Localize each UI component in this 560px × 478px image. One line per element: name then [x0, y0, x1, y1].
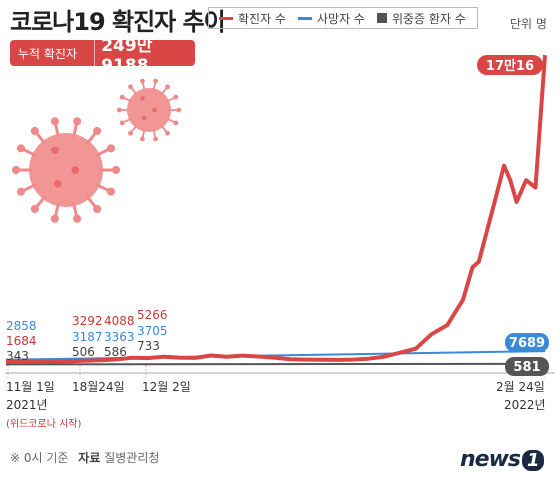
- legend-confirmed: 확진자 수: [219, 10, 286, 27]
- x-tick-label-4: 2월 24일: [496, 380, 545, 394]
- legend: 확진자 수 사망자 수 위중증 환자 수: [208, 7, 478, 29]
- virus-body: [29, 133, 103, 207]
- virus-spike-tip: [50, 117, 59, 126]
- x-tick-label-1: 11월 1일: [6, 380, 55, 394]
- label-deaths-2: 3187: [72, 330, 103, 344]
- virus-spot: [141, 115, 147, 121]
- label-confirmed-2: 3292: [72, 314, 103, 328]
- end-label-confirmed: 17만16: [486, 58, 534, 74]
- end-label-deaths: 7689: [509, 336, 545, 351]
- series-line-deaths: [5, 350, 546, 361]
- label-severe-3: 586: [104, 345, 127, 359]
- virus-spot: [140, 95, 145, 101]
- virus-spike-tip: [106, 187, 116, 196]
- virus-spot: [71, 166, 79, 175]
- logo-text: news: [460, 447, 521, 472]
- legend-severe: 위중증 환자 수: [376, 10, 466, 27]
- label-severe-2: 506: [72, 345, 95, 359]
- virus-spike-tip: [139, 136, 145, 142]
- legend-confirmed-label: 확진자 수: [238, 11, 286, 26]
- virus-spike-tip: [116, 107, 122, 113]
- virus-spike-tip: [165, 84, 170, 90]
- virus-spike-tip: [73, 214, 82, 223]
- x-year-label-2022: 2022년: [504, 398, 546, 412]
- footer-source: 질병관리청: [104, 451, 160, 465]
- label-confirmed-1: 1684: [6, 334, 37, 348]
- label-severe-4: 733: [137, 339, 160, 353]
- virus-spike-tip: [93, 204, 102, 214]
- legend-severe-swatch: [376, 13, 387, 23]
- end-badge-severe: [505, 357, 549, 376]
- virus-spike-tip: [128, 130, 133, 136]
- virus-spike-tip: [173, 120, 179, 126]
- label-deaths-1: 2858: [6, 319, 37, 333]
- tick-lines: [7, 365, 546, 378]
- virus-body: [127, 88, 171, 132]
- x-year-label-2021: 2021년: [6, 398, 48, 412]
- virus-spike-tip: [176, 107, 182, 113]
- x-tick-label-3: 12월 2일: [142, 380, 191, 394]
- end-badge-deaths: [505, 333, 549, 352]
- footer-source-label: 자료: [78, 451, 101, 465]
- legend-deaths-swatch: [297, 16, 312, 20]
- label-confirmed-3: 4088: [104, 314, 135, 328]
- virus-small-icon: [116, 78, 182, 142]
- virus-spike-tip: [30, 126, 39, 136]
- virus-spike-tip: [30, 204, 39, 214]
- footer-basis: ※ 0시 기준: [10, 451, 69, 465]
- virus-spike-tip: [119, 120, 125, 126]
- footer-note: ※ 0시 기준 자료 질병관리청: [10, 449, 159, 466]
- virus-big-icon: [11, 117, 121, 223]
- end-label-severe: 581: [513, 360, 540, 375]
- news1-logo: news 1: [460, 447, 544, 472]
- series-line-confirmed: [6, 55, 547, 364]
- label-confirmed-4: 5266: [137, 308, 168, 322]
- x-tick-label-2: 18월24일: [72, 380, 125, 394]
- chart-title: 코로나19 확진자 추이: [10, 8, 226, 36]
- virus-spike-tip: [50, 214, 59, 223]
- virus-spike-tip: [111, 165, 121, 175]
- x-note-label: (위드코로나 시작): [6, 417, 81, 430]
- cumulative-label: 누적 확진자: [10, 40, 96, 66]
- end-badge-confirmed: [477, 55, 543, 75]
- unit-label: 단위 명: [510, 17, 547, 31]
- legend-deaths: 사망자 수: [297, 10, 365, 27]
- virus-spike-tip: [16, 144, 26, 153]
- virus-spike-tip: [16, 187, 26, 196]
- label-deaths-3: 3363: [104, 330, 135, 344]
- virus-spike-tip: [119, 94, 125, 100]
- virus-spike-tip: [128, 84, 133, 90]
- label-deaths-4: 3705: [137, 324, 168, 338]
- virus-spike-tip: [73, 117, 82, 126]
- virus-spike-tip: [153, 136, 159, 142]
- legend-deaths-label: 사망자 수: [316, 11, 365, 26]
- label-severe-1: 343: [6, 349, 29, 363]
- virus-spike-tip: [93, 126, 102, 136]
- virus-spike-tip: [11, 165, 21, 175]
- virus-spot: [152, 107, 157, 113]
- virus-spike-tip: [173, 94, 179, 100]
- virus-spike-tip: [139, 78, 145, 84]
- series-line-severe: [5, 362, 546, 366]
- legend-confirmed-swatch: [219, 16, 233, 20]
- legend-severe-label: 위중증 환자 수: [391, 11, 466, 26]
- virus-spot: [54, 179, 62, 188]
- cumulative-value: 249만9188: [101, 35, 153, 76]
- virus-spike-tip: [165, 130, 170, 136]
- virus-spike-tip: [153, 78, 159, 84]
- cumulative-badge: 누적 확진자 249만9188: [10, 36, 195, 76]
- virus-spike-tip: [106, 144, 116, 153]
- virus-spot: [51, 146, 59, 154]
- logo-mark: 1: [522, 450, 544, 471]
